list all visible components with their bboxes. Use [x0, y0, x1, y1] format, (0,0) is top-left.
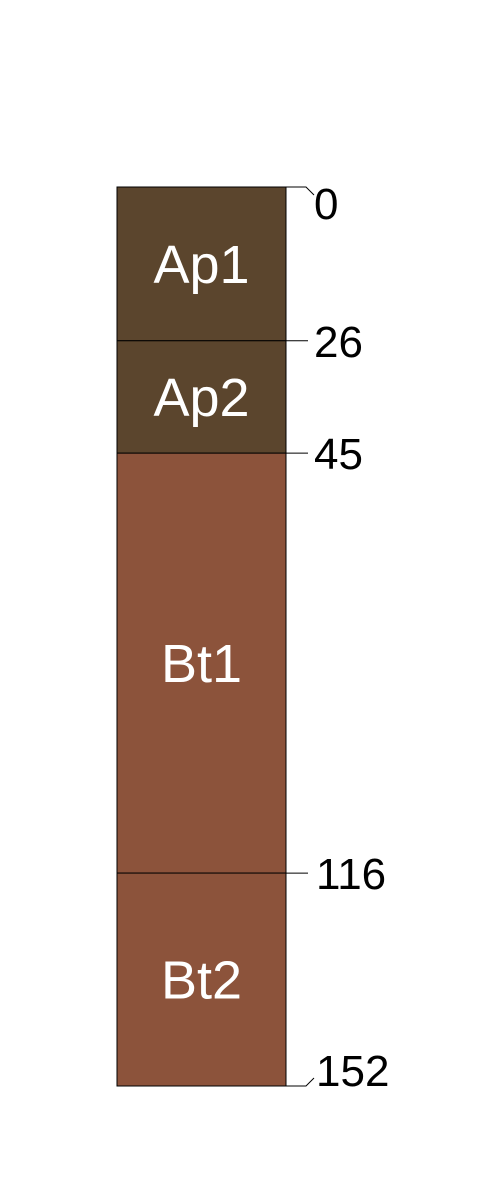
horizon-label-bt1: Bt1: [161, 634, 242, 694]
horizon-label-ap2: Ap2: [153, 368, 249, 428]
depth-label: 26: [314, 318, 363, 367]
depth-label: 0: [314, 180, 338, 229]
depth-tick: [286, 1077, 315, 1087]
horizon-label-bt2: Bt2: [161, 951, 242, 1011]
depth-label: 45: [314, 430, 363, 479]
horizon-ap2: [116, 340, 287, 454]
depth-label: 116: [316, 850, 386, 899]
horizon-bt1: [116, 452, 287, 874]
horizon-label-ap1: Ap1: [153, 235, 249, 295]
horizon-ap1: [116, 186, 287, 342]
depth-label: 152: [316, 1047, 389, 1096]
depth-tick: [286, 186, 315, 196]
horizon-bt2: [116, 872, 287, 1087]
